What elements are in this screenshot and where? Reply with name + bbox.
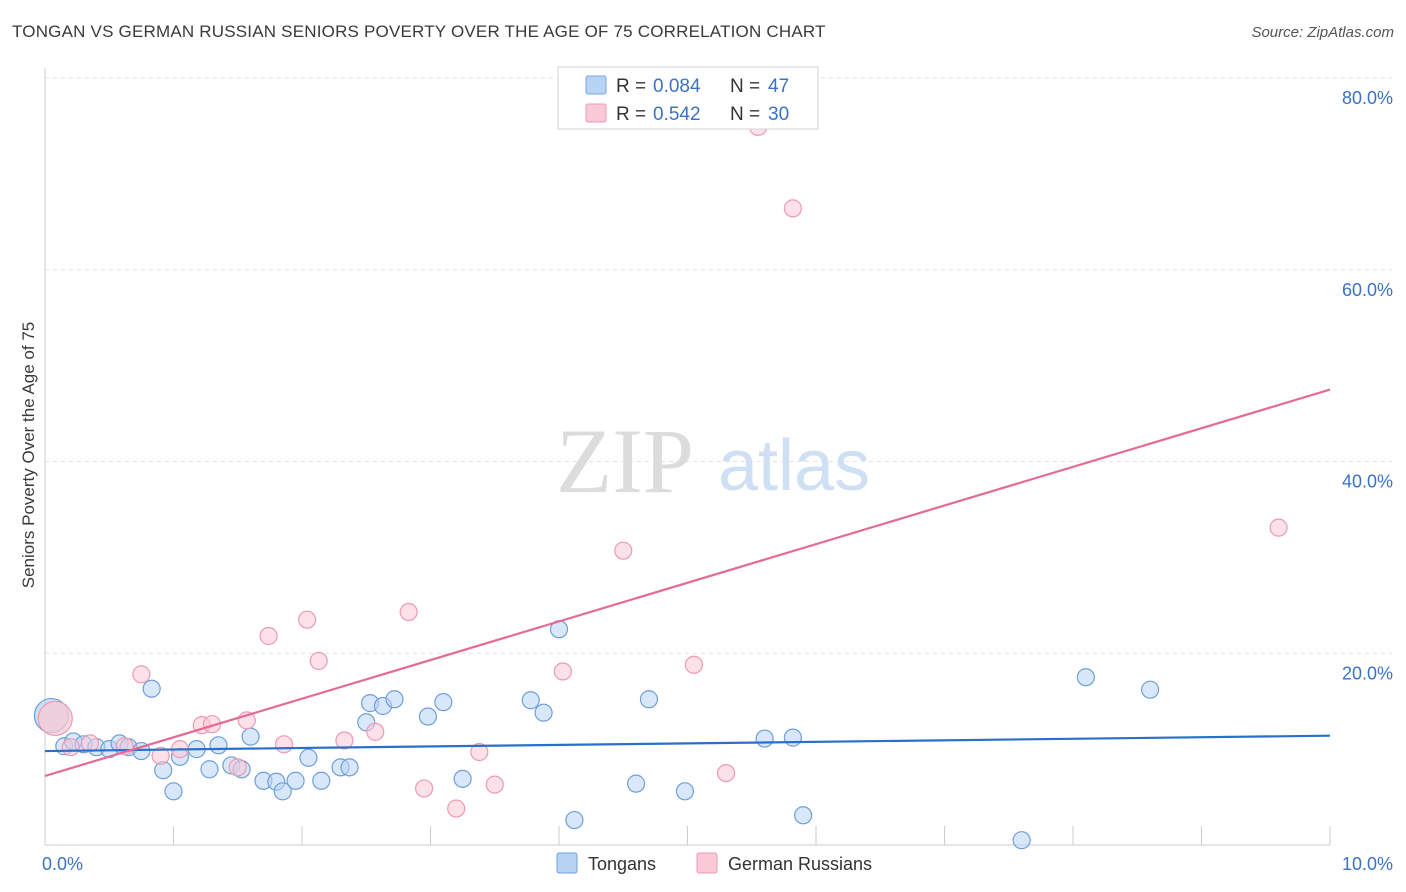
y-tick-label-0: 20.0% — [1342, 663, 1393, 683]
tongans-point-33 — [453, 769, 472, 788]
tongans-point-34 — [521, 691, 540, 710]
legend-n-label-0: N = — [730, 76, 760, 97]
tongans-point-41 — [755, 729, 774, 748]
german-russians-point-13 — [298, 610, 317, 629]
x-tick-label-0: 0.0% — [42, 854, 83, 874]
x-tick-label-1: 10.0% — [1342, 854, 1393, 874]
german-russians-trend-line — [44, 388, 1331, 778]
german-russians-point-23 — [614, 541, 633, 560]
series-tongans-points — [33, 620, 1160, 850]
y-tick-label-2: 60.0% — [1342, 280, 1393, 300]
tongans-point-45 — [1076, 668, 1095, 687]
german-russians-point-17 — [399, 602, 418, 622]
y-tick-label-3: 80.0% — [1342, 88, 1393, 108]
y-axis-title: Seniors Poverty Over the Age of 75 — [19, 322, 38, 588]
tongans-point-42 — [783, 728, 802, 747]
german-russians-point-11 — [259, 626, 278, 646]
german-russians-point-15 — [335, 731, 354, 750]
bottom-legend-swatch-tongans — [556, 852, 578, 874]
tongans-point-9 — [142, 679, 161, 698]
tongans-point-44 — [1012, 831, 1031, 850]
german-russians-point-21 — [485, 775, 504, 794]
tongans-point-31 — [418, 707, 438, 726]
german-russians-point-2 — [80, 734, 100, 753]
german-russians-point-22 — [553, 662, 572, 681]
german-russians-point-27 — [783, 199, 802, 218]
german-russians-point-1 — [61, 738, 80, 757]
tongans-point-21 — [273, 782, 292, 801]
tongans-point-14 — [200, 760, 219, 779]
tongans-point-37 — [565, 810, 584, 830]
tongans-point-39 — [639, 690, 659, 709]
german-russians-point-19 — [447, 799, 466, 818]
german-russians-point-12 — [274, 735, 294, 754]
source-credit: Source: ZipAtlas.com — [1251, 24, 1394, 41]
tongans-point-32 — [434, 693, 453, 712]
watermark-atlas: atlas — [718, 426, 870, 506]
german-russians-point-28 — [1269, 518, 1288, 537]
tongans-point-46 — [1140, 680, 1160, 699]
tongans-point-35 — [534, 703, 553, 722]
tongans-point-43 — [794, 806, 813, 825]
stats-legend: R = 0.084 N = 47 R = 0.542 N = 30 — [557, 66, 819, 130]
german-russians-point-25 — [716, 763, 736, 783]
grid-lines — [45, 77, 1392, 654]
tongans-point-11 — [164, 782, 183, 801]
german-russians-point-24 — [684, 655, 704, 674]
german-russians-point-18 — [414, 779, 434, 798]
legend-r-label-0: R = — [616, 76, 646, 97]
german-russians-point-20 — [470, 742, 489, 762]
tongans-point-22 — [286, 771, 305, 790]
german-russians-point-14 — [309, 651, 328, 671]
legend-r-label-1: R = — [616, 104, 646, 125]
german-russians-point-0 — [37, 700, 73, 737]
german-russians-point-16 — [366, 722, 385, 741]
tongans-point-24 — [312, 771, 331, 790]
series-german-russians-points — [37, 117, 1288, 818]
tick-labels: 20.0% 40.0% 60.0% 80.0% 0.0% 10.0% — [42, 88, 1393, 874]
german-russians-point-4 — [132, 665, 151, 684]
legend-n-label-1: N = — [730, 104, 760, 125]
watermark-zip: ZIP — [556, 410, 694, 512]
tongans-point-18 — [241, 727, 260, 746]
watermark: ZIP atlas — [556, 410, 870, 512]
tongans-point-30 — [385, 690, 404, 709]
german-russians-point-5 — [151, 746, 170, 765]
legend-n-value-german-russians: 30 — [768, 104, 789, 125]
bottom-legend-swatch-german-russians — [696, 852, 718, 874]
german-russians-point-9 — [228, 758, 247, 777]
tongans-point-23 — [299, 748, 318, 767]
legend-r-value-tongans: 0.084 — [653, 76, 701, 97]
legend-r-value-german-russians: 0.542 — [653, 104, 701, 125]
legend-swatch-german-russians — [585, 103, 607, 123]
series-legend: Tongans German Russians — [556, 852, 872, 874]
tongans-point-38 — [626, 774, 646, 793]
tongans-point-15 — [209, 736, 228, 755]
y-tick-label-1: 40.0% — [1342, 472, 1393, 492]
bottom-legend-label-tongans: Tongans — [588, 854, 656, 874]
tongans-trend-line — [44, 734, 1331, 753]
tongans-point-26 — [340, 758, 359, 777]
bottom-legend-label-german-russians: German Russians — [728, 854, 872, 874]
chart-title: TONGAN VS GERMAN RUSSIAN SENIORS POVERTY… — [12, 22, 826, 41]
legend-n-value-tongans: 47 — [768, 76, 789, 97]
trend-lines — [44, 388, 1331, 778]
legend-swatch-tongans — [585, 75, 607, 95]
tongans-point-40 — [675, 782, 695, 801]
